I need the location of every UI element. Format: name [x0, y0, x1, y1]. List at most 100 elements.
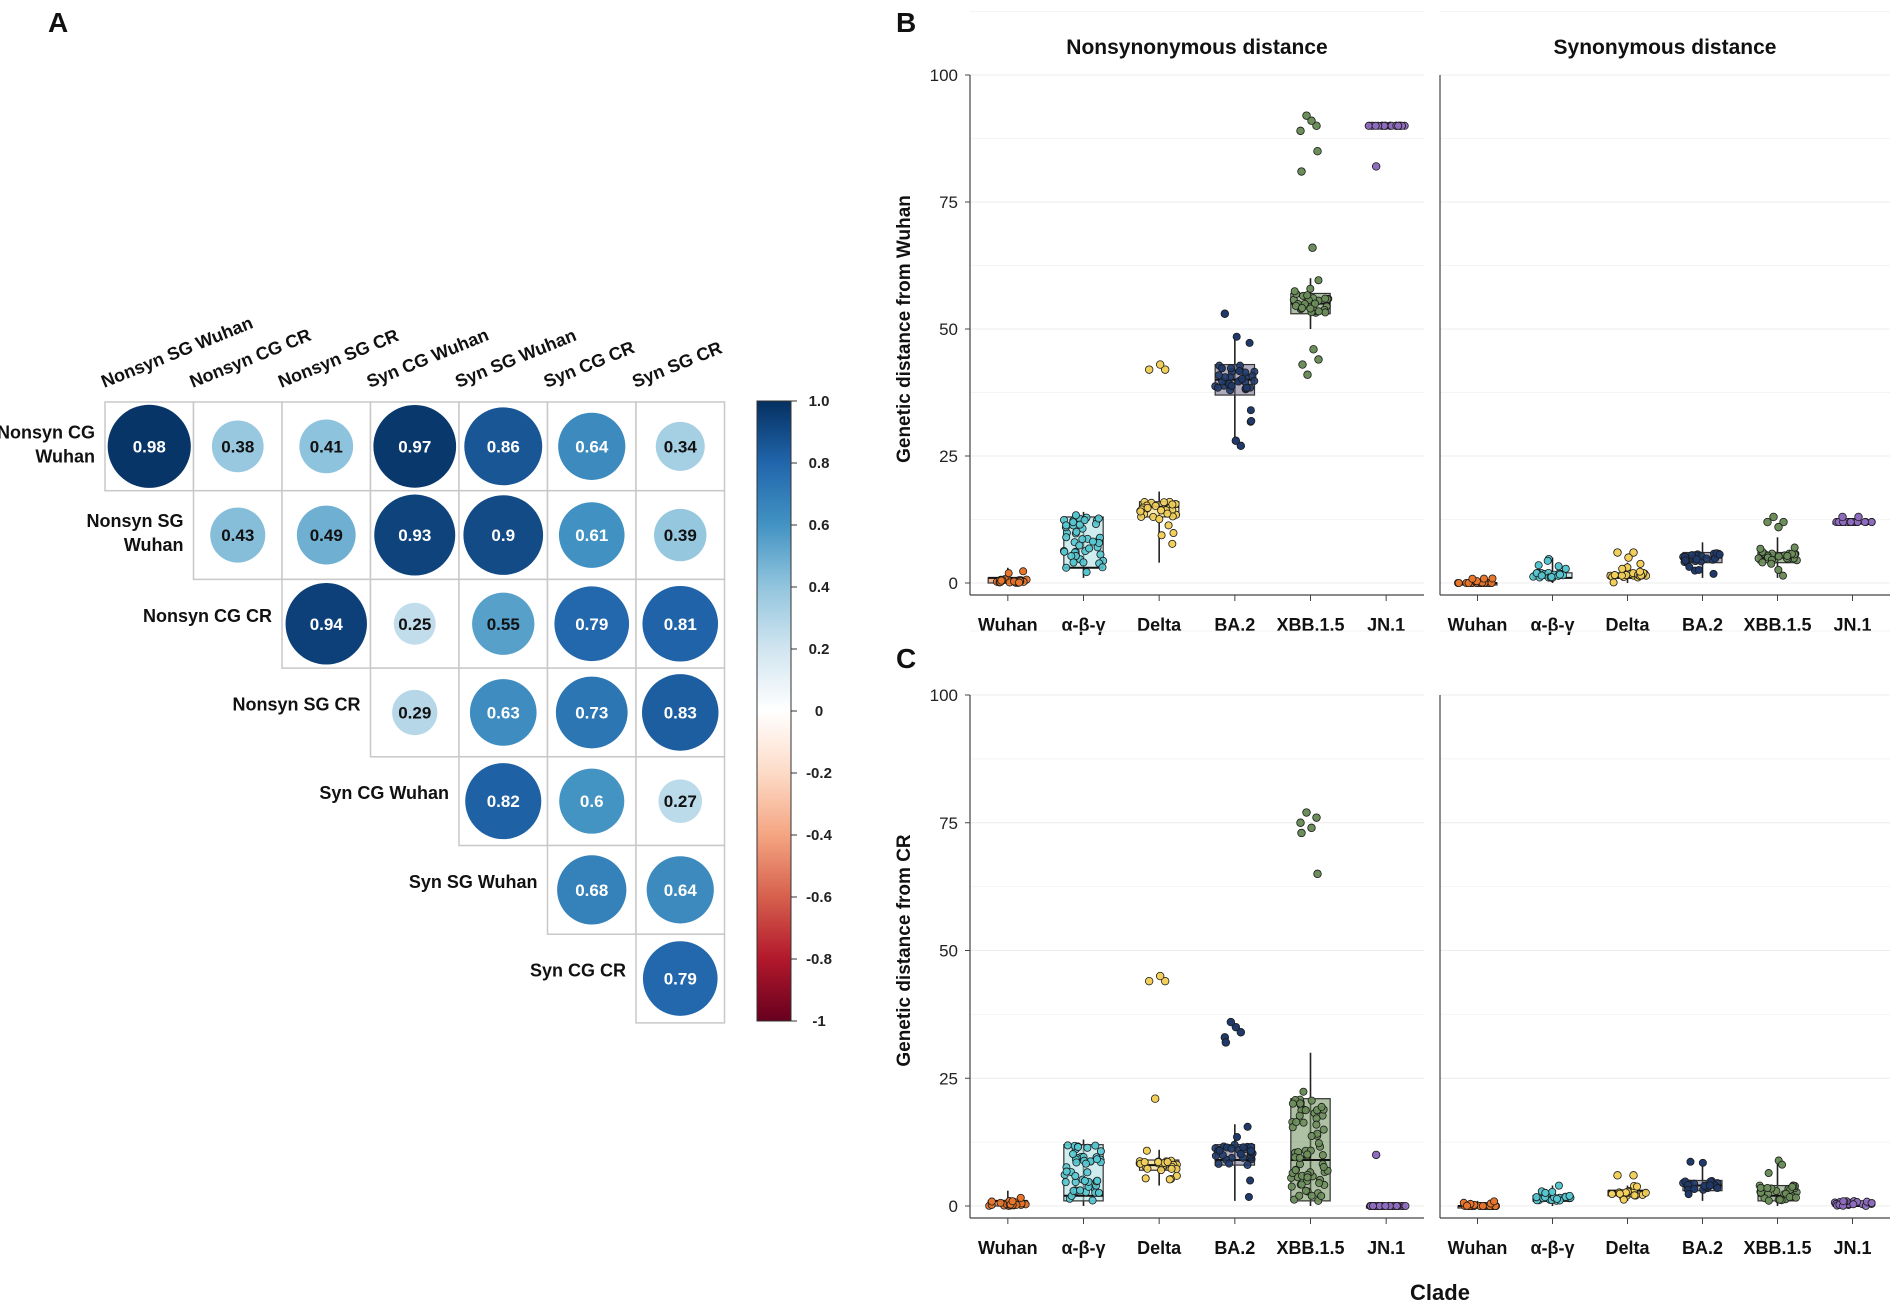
data-point: [1756, 1183, 1765, 1192]
outlier-point: [1226, 1017, 1236, 1027]
facet-title: Synonymous distance: [1554, 36, 1777, 59]
outlier-point: [1236, 1028, 1246, 1037]
column-label: Nonsyn SG Wuhan: [98, 313, 255, 392]
data-point: [1061, 1178, 1070, 1187]
data-point: [1715, 550, 1724, 559]
correlation-value: 0.41: [310, 437, 343, 456]
data-point: [1093, 1176, 1102, 1185]
data-point: [1062, 1167, 1071, 1176]
row-label: Syn CG CR: [530, 961, 626, 981]
data-point: [1315, 1179, 1324, 1188]
data-point: [1314, 276, 1323, 285]
data-point: [1547, 573, 1556, 582]
data-point: [1246, 406, 1255, 415]
colorbar-tick-label: 1.0: [809, 393, 830, 410]
data-point: [1565, 1191, 1574, 1200]
data-point: [1774, 552, 1783, 561]
data-point: [1630, 1191, 1639, 1200]
data-point: [1317, 1191, 1326, 1200]
data-point: [1163, 509, 1172, 518]
data-point: [1015, 578, 1024, 587]
data-point: [1062, 533, 1071, 542]
data-point: [1617, 571, 1626, 580]
data-point: [1468, 574, 1477, 583]
correlation-value: 0.55: [487, 615, 520, 634]
data-point: [1016, 1193, 1025, 1202]
data-point: [1163, 1158, 1172, 1167]
correlation-value: 0.43: [221, 526, 254, 545]
data-point: [1295, 1191, 1304, 1200]
data-point: [1394, 121, 1403, 130]
data-point: [1369, 1202, 1378, 1211]
data-point: [1238, 374, 1247, 383]
data-point: [1371, 121, 1380, 130]
correlation-circle: [655, 421, 705, 471]
outlier-point: [1303, 370, 1312, 379]
data-point: [1236, 1150, 1245, 1159]
data-point: [1401, 1202, 1410, 1211]
outlier-point: [1307, 116, 1316, 125]
correlation-value: 0.6: [580, 792, 604, 811]
data-point: [1303, 1150, 1312, 1159]
y-axis-label: Genetic distance from CR: [894, 834, 915, 1067]
correlation-circle: [557, 855, 627, 925]
data-point: [1160, 498, 1169, 507]
y-tick-label: 25: [939, 447, 958, 466]
data-point: [1074, 1143, 1083, 1152]
correlation-value: 0.97: [398, 437, 431, 456]
data-point: [1239, 1143, 1248, 1152]
data-point: [1686, 1157, 1695, 1166]
x-tick-label: XBB.1.5: [1743, 615, 1811, 635]
data-point: [1690, 1185, 1699, 1194]
correlation-circle: [642, 585, 719, 662]
data-point: [1165, 1175, 1174, 1184]
correlation-value: 0.25: [398, 615, 431, 634]
data-point: [1314, 1139, 1323, 1148]
correlation-value: 0.38: [221, 437, 254, 456]
data-point: [1321, 294, 1330, 303]
data-point: [1764, 1169, 1773, 1178]
row-label: Nonsyn CG Wuhan: [0, 422, 95, 466]
correlation-circle: [658, 779, 703, 823]
outlier-point: [1144, 976, 1154, 986]
data-point: [1319, 1163, 1328, 1172]
outlier-point: [1763, 517, 1772, 527]
outlier-point: [1307, 823, 1316, 833]
data-point: [1098, 563, 1107, 572]
data-point: [1702, 554, 1711, 563]
correlation-value: 0.9: [491, 526, 515, 545]
data-point: [1619, 1195, 1628, 1204]
y-tick-label: 75: [939, 814, 958, 833]
data-point: [1684, 1190, 1693, 1199]
data-point: [1307, 1096, 1316, 1105]
data-point: [1083, 1143, 1092, 1152]
data-point: [1867, 1198, 1876, 1207]
data-point: [1168, 539, 1177, 548]
data-point: [1561, 564, 1570, 573]
x-tick-label: BA.2: [1214, 615, 1255, 635]
data-point: [1318, 1151, 1327, 1160]
data-point: [1214, 371, 1223, 380]
data-point: [1849, 1200, 1858, 1209]
data-point: [1635, 567, 1644, 576]
data-point: [1306, 304, 1315, 313]
colorbar-tick-label: 0.4: [809, 579, 831, 596]
data-point: [1157, 531, 1166, 540]
data-point: [1767, 559, 1776, 568]
data-point: [1490, 1197, 1499, 1206]
data-point: [1778, 571, 1787, 580]
correlation-value: 0.82: [487, 792, 520, 811]
data-point: [1143, 1164, 1152, 1173]
row-label-line: Wuhan: [124, 535, 184, 555]
x-tick-label: Delta: [1137, 1238, 1182, 1258]
data-point: [1763, 1183, 1772, 1192]
data-point: [1609, 578, 1618, 587]
data-point: [1069, 558, 1078, 567]
data-point: [1060, 547, 1069, 556]
data-point: [1618, 564, 1627, 573]
data-point: [1164, 521, 1173, 530]
data-point: [1069, 518, 1078, 527]
data-point: [1094, 514, 1103, 523]
outlier-point: [1371, 162, 1381, 171]
x-tick-label: α-β-γ: [1061, 1238, 1105, 1258]
